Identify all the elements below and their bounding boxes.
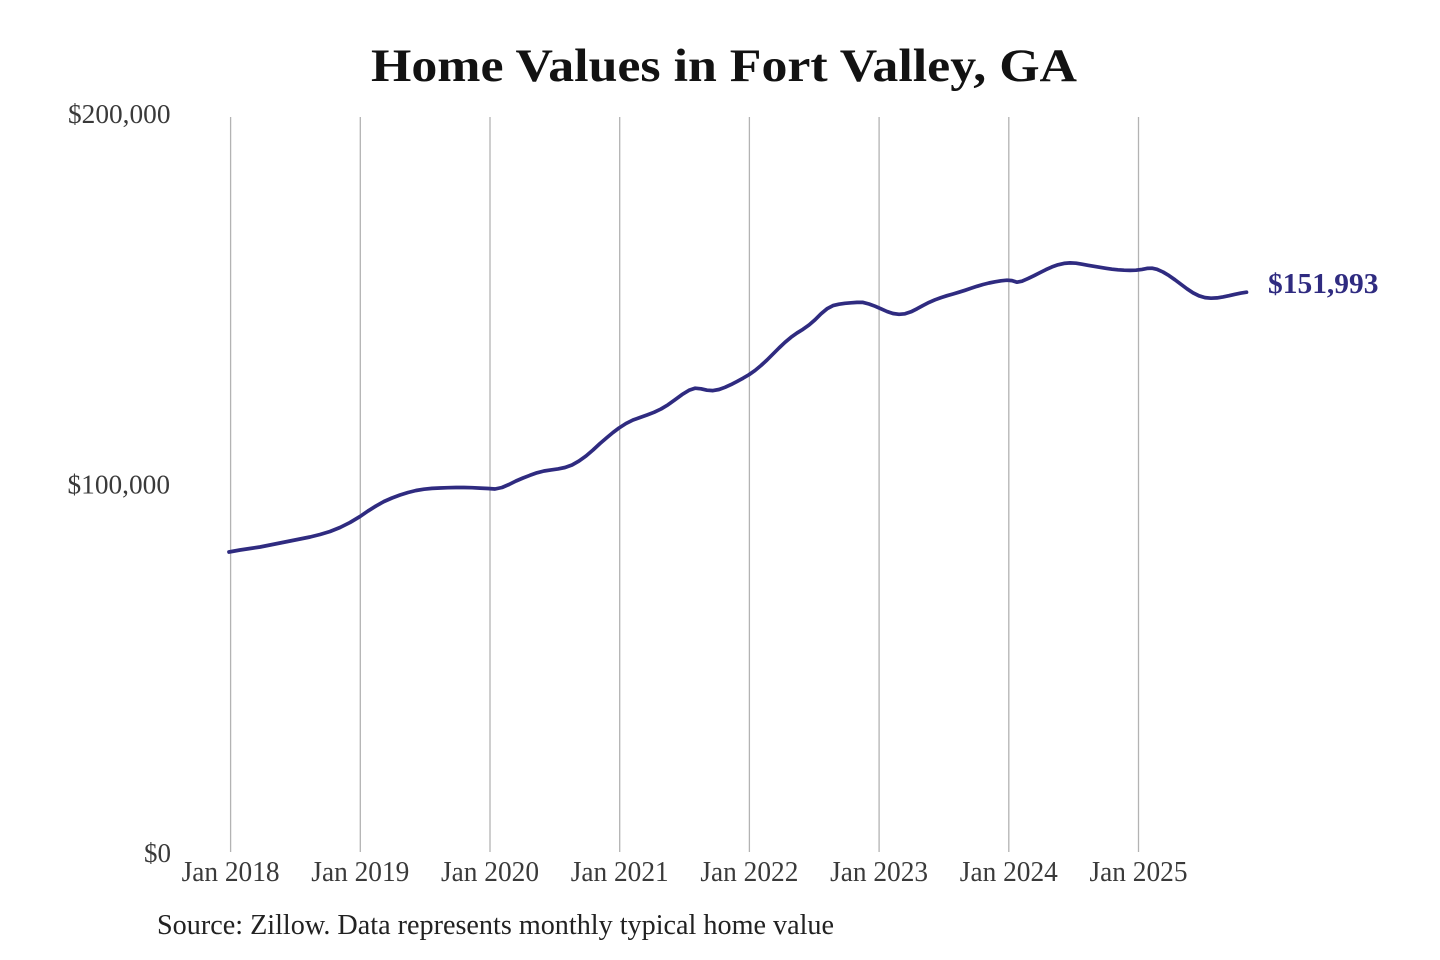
svg-text:$151,993: $151,993 xyxy=(1268,269,1379,300)
svg-text:Jan 2021: Jan 2021 xyxy=(571,857,669,888)
svg-text:Jan 2025: Jan 2025 xyxy=(1090,857,1188,888)
svg-text:$200,000: $200,000 xyxy=(68,99,171,129)
svg-text:Jan 2020: Jan 2020 xyxy=(441,857,539,888)
svg-text:Jan 2018: Jan 2018 xyxy=(182,857,280,888)
svg-text:Jan 2019: Jan 2019 xyxy=(311,857,409,888)
svg-text:Jan 2023: Jan 2023 xyxy=(830,857,928,888)
svg-text:$100,000: $100,000 xyxy=(68,470,171,500)
svg-text:Source: Zillow. Data represent: Source: Zillow. Data represents monthly … xyxy=(157,910,834,941)
svg-text:Jan 2024: Jan 2024 xyxy=(960,857,1058,888)
svg-text:$0: $0 xyxy=(144,838,171,868)
svg-text:Home Values in Fort Valley, GA: Home Values in Fort Valley, GA xyxy=(371,40,1077,92)
svg-text:Jan 2022: Jan 2022 xyxy=(700,857,798,888)
